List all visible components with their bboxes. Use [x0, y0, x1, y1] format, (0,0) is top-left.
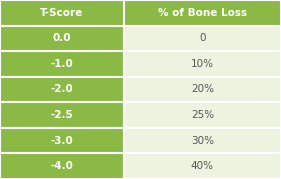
Text: -2.0: -2.0 [51, 84, 73, 95]
Bar [124, 153, 281, 179]
Bar [124, 26, 281, 51]
Text: 25%: 25% [191, 110, 214, 120]
Bar [124, 0, 281, 26]
Bar [124, 51, 281, 77]
Bar [0, 153, 124, 179]
Bar [0, 26, 124, 51]
Text: 40%: 40% [191, 161, 214, 171]
Bar [124, 77, 281, 102]
Text: % of Bone Loss: % of Bone Loss [158, 8, 247, 18]
Text: -4.0: -4.0 [50, 161, 73, 171]
Bar [124, 128, 281, 153]
Text: 0: 0 [199, 33, 206, 43]
Bar [0, 0, 124, 26]
Bar [0, 102, 124, 128]
Text: -3.0: -3.0 [51, 136, 73, 146]
Text: 0.0: 0.0 [53, 33, 71, 43]
Bar [0, 77, 124, 102]
Text: -1.0: -1.0 [51, 59, 73, 69]
Bar [124, 102, 281, 128]
Text: -2.5: -2.5 [51, 110, 73, 120]
Text: T-Score: T-Score [40, 8, 83, 18]
Text: 30%: 30% [191, 136, 214, 146]
Text: 10%: 10% [191, 59, 214, 69]
Bar [0, 128, 124, 153]
Bar [0, 51, 124, 77]
Text: 20%: 20% [191, 84, 214, 95]
